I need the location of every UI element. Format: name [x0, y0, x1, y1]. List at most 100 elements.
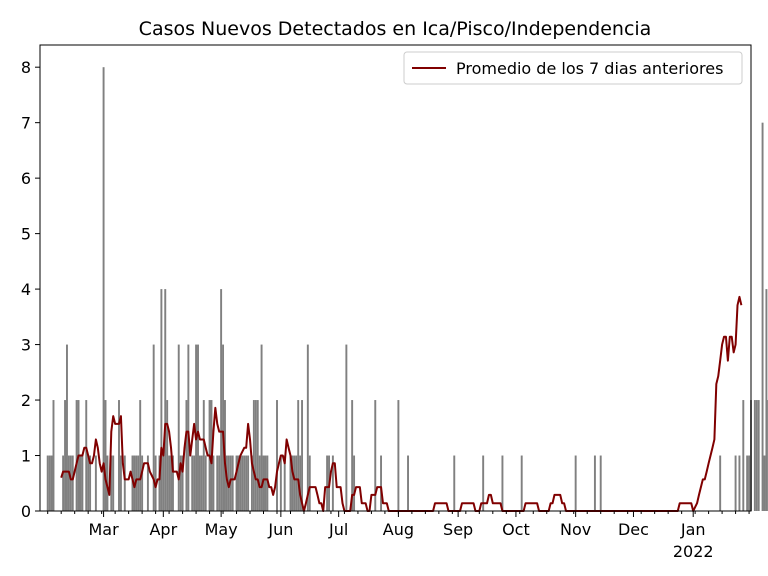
daily-case-bar [748, 455, 751, 511]
daily-case-bar [374, 400, 377, 511]
daily-case-bar [345, 344, 348, 511]
daily-case-bar [250, 455, 253, 511]
daily-case-bar [755, 400, 758, 511]
daily-case-bar [453, 455, 456, 511]
daily-case-bar [152, 344, 155, 511]
daily-case-bar [765, 289, 768, 511]
daily-case-bar [137, 455, 140, 511]
daily-case-bar [247, 455, 250, 511]
daily-case-bar [200, 455, 203, 511]
daily-case-bar [79, 455, 82, 511]
legend-box [403, 51, 743, 85]
daily-case-bar [331, 455, 334, 511]
daily-case-bar [85, 400, 88, 511]
daily-case-bar [222, 344, 225, 511]
daily-case-bar [166, 400, 169, 511]
daily-case-bar [66, 344, 68, 511]
daily-case-bar [197, 344, 199, 511]
daily-case-bar [218, 455, 221, 511]
daily-case-bar [181, 455, 184, 511]
daily-case-bar [520, 455, 523, 511]
daily-case-bar [212, 455, 215, 511]
chart-title: Casos Nuevos Detectados en Ica/Pisco/Ind… [139, 18, 652, 40]
y-tick-label: 7 [21, 114, 31, 133]
daily-case-bar [164, 289, 167, 511]
daily-case-bar [753, 400, 756, 511]
y-tick-label: 3 [21, 336, 31, 355]
daily-case-bar [501, 455, 504, 511]
daily-case-bar [256, 400, 259, 511]
daily-case-bar [593, 455, 596, 511]
legend: Promedio de los 7 dias anteriores [403, 51, 743, 85]
daily-case-bar [276, 400, 278, 511]
daily-case-bar [81, 455, 84, 511]
daily-case-bar [89, 455, 92, 511]
daily-case-bar [146, 455, 149, 511]
daily-case-bar [139, 400, 142, 511]
daily-case-bar [48, 455, 51, 511]
daily-case-bar [71, 455, 74, 511]
daily-case-bar [757, 400, 760, 511]
daily-case-bar [397, 400, 400, 511]
daily-case-bar [168, 455, 171, 511]
daily-case-bar [301, 400, 304, 511]
daily-case-bar [50, 455, 53, 511]
plot-frame [39, 44, 752, 512]
y-tick-label: 8 [21, 58, 31, 77]
daily-case-bar [177, 344, 180, 511]
x-axis-ticks: Mar Apr May Jun Jul Aug Sep Oct Nov Dec Jan 2022 [88, 511, 714, 561]
daily-case-bar [299, 455, 302, 511]
daily-case-bar [119, 455, 122, 511]
legend-label: Promedio de los 7 dias anteriores [456, 59, 723, 78]
daily-case-bar [742, 400, 745, 511]
daily-case-bar [239, 455, 242, 511]
x-tick-label: Mar [88, 520, 119, 539]
x-tick-label: Oct [502, 520, 530, 539]
daily-case-bar [170, 455, 172, 511]
daily-case-bar [46, 455, 49, 511]
daily-case-bar [193, 455, 196, 511]
bar-series [46, 67, 768, 512]
y-tick-label: 1 [21, 447, 31, 466]
daily-case-bar [289, 455, 292, 511]
daily-case-bar [104, 400, 107, 511]
daily-case-bar [746, 455, 749, 511]
daily-case-bar [308, 455, 311, 511]
daily-case-bar [102, 67, 105, 511]
daily-case-bar [204, 455, 207, 511]
daily-case-bar [118, 400, 120, 511]
daily-case-bar [69, 455, 72, 511]
daily-case-bar [306, 344, 309, 511]
y-tick-label: 6 [21, 169, 31, 188]
daily-case-bar [326, 455, 329, 511]
daily-case-bar [162, 455, 165, 511]
daily-case-bar [297, 400, 300, 511]
daily-case-bar [216, 455, 219, 511]
axes [39, 44, 752, 512]
daily-case-bar [353, 455, 356, 511]
x-tick-label: Jan [680, 520, 706, 539]
daily-case-bar [241, 455, 244, 511]
x-tick-label: May [205, 520, 238, 539]
x-axis-minor-ticks [47, 511, 750, 514]
y-tick-label: 5 [21, 225, 31, 244]
daily-case-bar [260, 344, 263, 511]
y-tick-label: 2 [21, 391, 31, 410]
daily-case-bar [235, 455, 238, 511]
daily-case-bar [380, 455, 383, 511]
daily-case-bar [158, 455, 161, 511]
daily-case-bar [87, 455, 90, 511]
x-tick-label: Aug [383, 520, 414, 539]
daily-case-bar [407, 455, 409, 511]
daily-case-bar [198, 455, 201, 511]
daily-case-bar [738, 455, 741, 511]
x-tick-label: Jun [267, 520, 293, 539]
daily-case-bar [293, 455, 296, 511]
x-tick-label: Sep [443, 520, 473, 539]
daily-case-bar [231, 455, 234, 511]
daily-case-bar [291, 455, 294, 511]
x-tick-label: Jul [328, 520, 348, 539]
daily-case-bar [179, 455, 182, 511]
daily-case-bar [220, 289, 223, 511]
daily-case-bar [245, 455, 248, 511]
